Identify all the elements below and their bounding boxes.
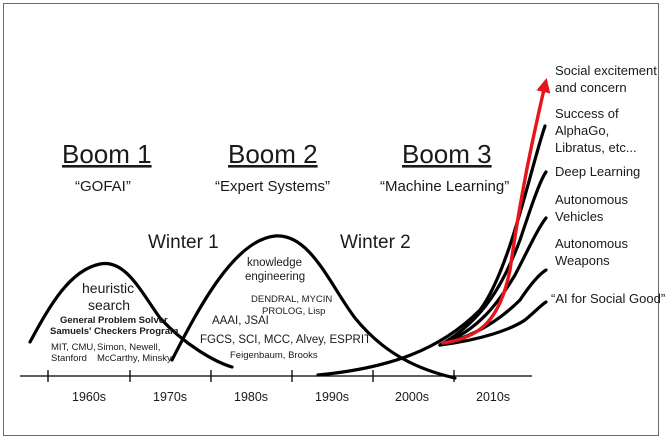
boom-3-curve-social-good [438,300,548,347]
boom-3-curve-deep-learning [438,170,548,347]
boom-1-gps: General Problem Solver [60,315,168,326]
outcome-weapons-2: Weapons [555,253,610,268]
axis-ticks [47,370,455,382]
boom-1-checkers: Samuels' Checkers Program [50,326,178,337]
outcome-weapons-1: Autonomous [555,236,628,251]
boom-2-prolog: PROLOG, Lisp [262,306,325,317]
outcome-social-excitement-2: and concern [555,80,627,95]
boom-3-curve-alphago [316,124,547,377]
boom-2-subtitle: “Expert Systems” [215,178,330,195]
boom-1-curve [28,261,234,369]
decade-2010s: 2010s [476,390,510,404]
boom-2-engineering: engineering [245,271,305,283]
boom-1-search: search [88,297,130,313]
boom-1-title: Boom 1 [62,139,152,169]
boom-2-fgcs: FGCS, SCI, MCC, Alvey, ESPRIT [200,334,371,346]
boom-1-mccarthy: McCarthy, Minsky [97,353,172,364]
boom-3-title: Boom 3 [402,139,492,169]
outcome-social-good: “AI for Social Good”? [551,291,666,306]
boom-1-stanford: Stanford [51,353,87,364]
boom-2-people: Feigenbaum, Brooks [230,350,318,361]
decade-1970s: 1970s [153,390,187,404]
winter-1-label: Winter 1 [148,232,219,253]
boom-1-heuristic: heuristic [82,280,134,296]
boom-3-subtitle: “Machine Learning” [380,178,509,195]
outcome-social-excitement-1: Social excitement [555,63,657,78]
outcome-alphago-1: Success of [555,106,619,121]
boom-2-title: Boom 2 [228,139,318,169]
boom-2-knowledge: knowledge [247,257,302,269]
boom-3-curve-vehicles [438,216,548,347]
outcome-vehicles-1: Autonomous [555,192,628,207]
social-excitement-arrow [441,78,551,345]
decade-1960s: 1960s [72,390,106,404]
winter-2-label: Winter 2 [340,232,411,253]
boom-1-mit: MIT, CMU, [51,342,96,353]
decade-1980s: 1980s [234,390,268,404]
boom-1-simon: Simon, Newell, [97,342,160,353]
boom-2-aaai: AAAI, JSAI [212,315,269,327]
diagram-frame [3,3,659,436]
boom-2-dendral: DENDRAL, MYCIN [251,294,332,305]
outcome-deep-learning: Deep Learning [555,164,640,179]
decade-1990s: 1990s [315,390,349,404]
boom-1-subtitle: “GOFAI” [75,178,131,195]
outcome-vehicles-2: Vehicles [555,209,604,224]
outcome-alphago-2: AlphaGo, [555,123,609,138]
outcome-alphago-3: Libratus, etc... [555,140,637,155]
decade-2000s: 2000s [395,390,429,404]
